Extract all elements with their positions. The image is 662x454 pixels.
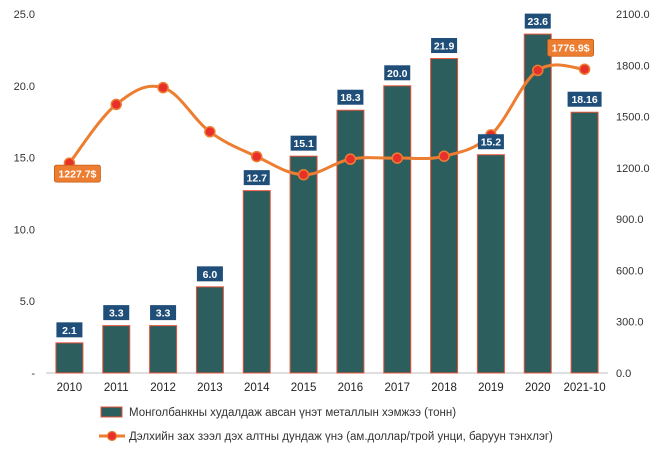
bar-data-label-text: 3.3 (156, 308, 171, 320)
legend-line-label: Дэлхийн зах зээл дэх алтны дундаж үнэ (а… (129, 431, 553, 443)
bar-data-label-bg (567, 91, 602, 107)
bar (55, 342, 84, 374)
bar-data-label: 18.3 (337, 89, 364, 105)
x-tick-label: 2011 (104, 382, 129, 394)
bar (195, 286, 224, 374)
line-point (344, 153, 357, 165)
line-point (110, 98, 122, 111)
bar-data-label-text: 21.9 (434, 41, 455, 53)
bar (476, 154, 505, 374)
bar (430, 58, 459, 374)
bar-data-label-bg (524, 13, 551, 29)
bar-data-label-text: 23.6 (528, 16, 549, 28)
line-data-label-text: 1776.9$ (552, 43, 590, 55)
line-point (204, 126, 216, 138)
bar-data-label-bg (290, 135, 317, 151)
bar-data-label: 15.2 (477, 134, 504, 150)
x-tick-label: 2021-10 (563, 382, 605, 394)
y-right-tick-label: 900.0 (616, 214, 644, 226)
legend-line-marker (106, 430, 118, 442)
bar (523, 33, 552, 374)
bar-data-label-text: 18.16 (571, 94, 597, 106)
bar (289, 155, 318, 374)
line-data-label-text: 1227.7$ (58, 169, 96, 181)
bar-data-label-bg (243, 170, 270, 186)
x-tick-label: 2014 (244, 382, 270, 394)
line-point (532, 64, 544, 77)
bar-data-label: 3.3 (150, 305, 177, 321)
line-series (68, 63, 585, 177)
bar-data-label-bg (431, 38, 458, 54)
bar-data-label-bg (337, 89, 364, 105)
bar-data-label-bg (384, 65, 411, 81)
bar-data-label-text: 18.3 (340, 92, 361, 104)
bar-data-label-bg (196, 266, 223, 282)
bar-data-label: 18.16 (567, 91, 602, 107)
bar (336, 109, 365, 374)
line-point (157, 81, 169, 94)
bar (102, 325, 131, 374)
y-right-tick-label: 2100.0 (616, 9, 650, 21)
bar-data-label: 20.0 (384, 65, 411, 81)
line-point (297, 168, 310, 181)
bar-data-label-text: 15.1 (293, 138, 314, 150)
bar-data-label-bg (103, 305, 130, 321)
bar-data-label-text: 15.2 (481, 137, 502, 149)
bar-data-label-text: 6.0 (203, 269, 218, 281)
x-tick-label: 2010 (57, 382, 83, 394)
y-left-tick-label: - (31, 368, 35, 380)
y-right-tick-label: 1500.0 (616, 112, 650, 124)
legend-bar-label: Монголбанкны худалдаж авсан үнэт металлы… (129, 407, 456, 419)
y-right-tick-label: 1800.0 (616, 60, 650, 72)
bar-data-label-bg (56, 322, 83, 338)
x-tick-label: 2018 (431, 382, 457, 394)
bar-data-label-text: 20.0 (387, 68, 408, 80)
x-tick-label: 2020 (525, 382, 551, 394)
bar-data-label: 15.1 (290, 135, 317, 151)
bar-data-label-text: 12.7 (247, 173, 268, 185)
y-right-tick-label: 0.0 (616, 368, 631, 380)
x-tick-label: 2016 (338, 382, 364, 394)
x-tick-label: 2019 (478, 382, 504, 394)
bar-data-label-bg (150, 305, 177, 321)
bar-data-label-bg (477, 134, 504, 150)
y-left-tick-label: 20.0 (14, 81, 35, 93)
line-point (438, 150, 450, 162)
bar-data-label: 6.0 (196, 266, 223, 282)
bar-data-label-text: 3.3 (109, 308, 124, 320)
bar (242, 190, 271, 374)
line-point (578, 63, 591, 75)
line-data-label-bg (54, 164, 101, 183)
y-left-tick-label: 25.0 (14, 9, 35, 21)
x-tick-label: 2012 (150, 382, 176, 394)
legend-bar-swatch (100, 406, 123, 418)
bar-data-label: 12.7 (243, 170, 270, 186)
y-left-tick-label: 15.0 (14, 153, 35, 165)
line-data-label: 1227.7$ (54, 164, 101, 183)
bar-data-label: 3.3 (103, 305, 130, 321)
line-data-label: 1776.9$ (547, 38, 594, 57)
bar (570, 111, 599, 374)
bar (383, 85, 412, 374)
bar-data-label: 23.6 (524, 13, 551, 29)
x-tick-label: 2017 (384, 382, 410, 394)
line-data-label-bg (547, 38, 594, 57)
y-left-tick-label: 10.0 (14, 224, 35, 236)
y-right-tick-label: 600.0 (616, 265, 644, 277)
bar-data-label: 21.9 (431, 38, 458, 54)
bar-data-label: 2.1 (56, 322, 83, 338)
y-right-tick-label: 1200.0 (616, 163, 650, 175)
y-right-tick-label: 300.0 (616, 317, 644, 329)
bar (149, 325, 178, 374)
x-tick-label: 2013 (197, 382, 223, 394)
line-point (251, 150, 263, 163)
x-tick-label: 2015 (291, 382, 317, 394)
line-point (391, 152, 403, 164)
y-left-tick-label: 5.0 (20, 296, 35, 308)
legend: Монголбанкны худалдаж авсан үнэт металлы… (99, 406, 553, 443)
bar-data-label-text: 2.1 (62, 325, 77, 337)
